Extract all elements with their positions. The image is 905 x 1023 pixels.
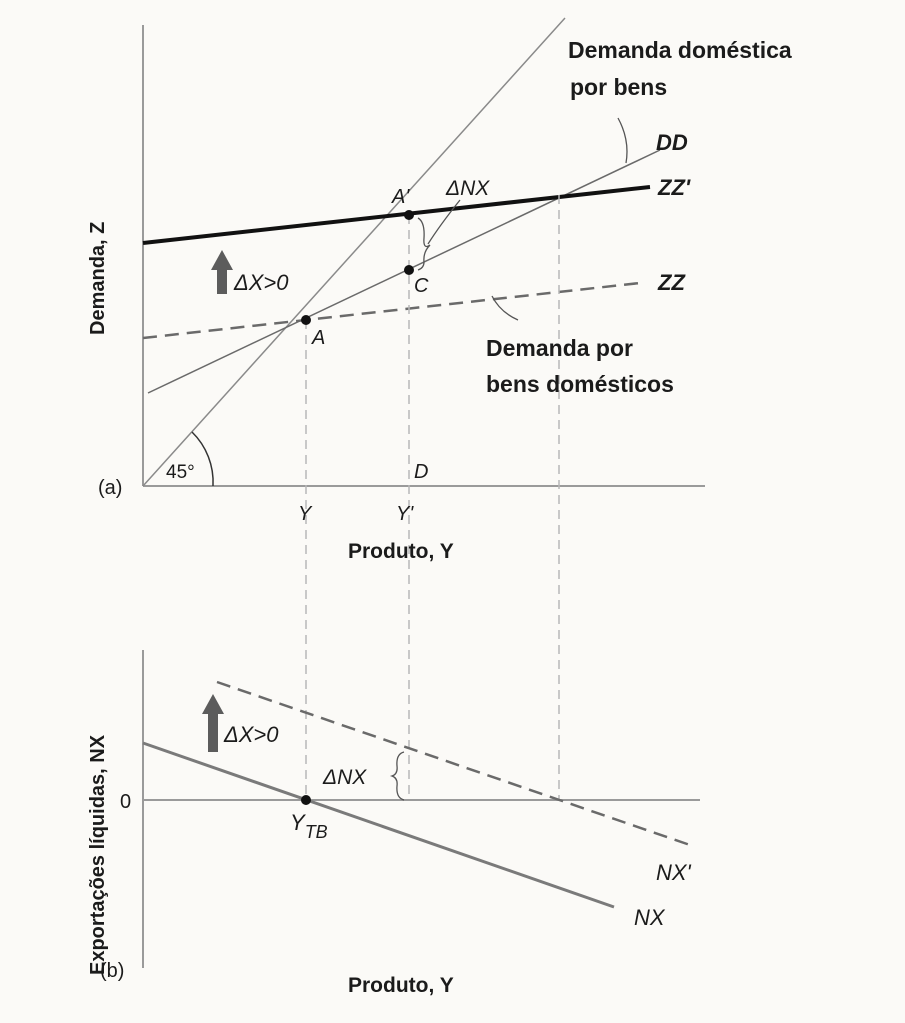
- delta-x-label-a: ΔX>0: [233, 270, 289, 295]
- shift-arrow-shaft-a: [217, 268, 227, 294]
- label-a-prime: A': [391, 186, 410, 208]
- label-y-tb: YTB: [290, 810, 328, 842]
- callout-leader-zz: [491, 295, 519, 321]
- callout-leader-dd: [617, 117, 628, 164]
- angle-label: 45°: [166, 462, 195, 483]
- panel-a: (a) Demanda, Z Produto, Y Y Y' 45° DD ZZ…: [87, 17, 792, 805]
- panel-b: (b) Exportações líquidas, NX Produto, Y …: [87, 650, 700, 997]
- delta-nx-leader-a: [427, 199, 461, 245]
- label-nx: NX: [634, 905, 666, 930]
- label-dd: DD: [656, 130, 688, 155]
- point-y-tb: [301, 795, 311, 805]
- shift-arrow-shaft-b: [208, 712, 218, 752]
- zz-prime-line: [142, 185, 651, 245]
- shift-arrow-head-b: [202, 694, 224, 714]
- label-nx-prime: NX': [656, 860, 692, 885]
- shift-arrow-head-a: [211, 250, 233, 270]
- callout-domestic-demand-1: Demanda doméstica: [568, 37, 792, 63]
- panel-b-y-axis-label: Exportações líquidas, NX: [87, 734, 109, 975]
- line-45-degree: [142, 17, 566, 487]
- callout-domestic-demand-2: por bens: [570, 74, 667, 100]
- panel-a-x-axis-label: Produto, Y: [348, 540, 454, 563]
- point-a: [301, 315, 311, 325]
- zero-label: 0: [120, 791, 131, 813]
- point-c: [404, 265, 414, 275]
- delta-x-label-b: ΔX>0: [223, 722, 279, 747]
- panel-a-y-axis-label: Demanda, Z: [87, 222, 109, 335]
- angle-45-arc: [191, 431, 214, 487]
- callout-demand-domestic-goods-1: Demanda por: [486, 335, 633, 361]
- panel-a-label: (a): [98, 477, 122, 499]
- delta-nx-label-a: ΔNX: [445, 177, 490, 200]
- label-c: C: [414, 275, 429, 297]
- delta-nx-label-b: ΔNX: [322, 766, 367, 789]
- callout-demand-domestic-goods-2: bens domésticos: [486, 371, 674, 397]
- point-a-prime: [404, 210, 414, 220]
- label-zz-prime: ZZ': [657, 175, 691, 200]
- panel-b-x-axis-label: Produto, Y: [348, 974, 454, 997]
- nx-prime-dashed-line: [216, 680, 691, 847]
- tick-label-y: Y: [298, 503, 313, 525]
- delta-nx-brace-b: [389, 751, 405, 801]
- label-d: D: [414, 461, 428, 483]
- label-zz: ZZ: [657, 270, 686, 295]
- nx-line: [142, 741, 615, 909]
- label-y-tb-sub: TB: [305, 822, 328, 842]
- label-y-tb-main: Y: [290, 810, 306, 835]
- panel-b-label: (b): [100, 960, 124, 982]
- tick-label-y-prime: Y': [396, 503, 414, 525]
- dd-line: [147, 149, 661, 394]
- label-a: A: [311, 327, 325, 349]
- zz-dashed-line: [142, 281, 641, 340]
- delta-nx-bracket-a: [417, 217, 431, 271]
